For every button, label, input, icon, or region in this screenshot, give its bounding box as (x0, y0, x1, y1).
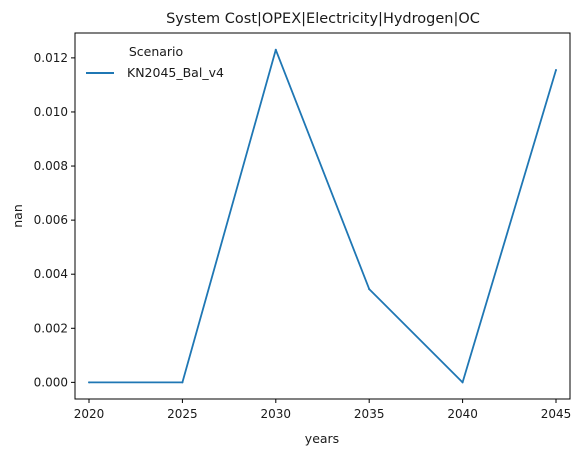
series-layer (88, 48, 557, 384)
data-point (461, 381, 464, 384)
y-tick-label: 0.008 (34, 159, 68, 173)
legend: Scenario KN2045_Bal_v4 (86, 44, 224, 80)
y-tick-label: 0.004 (34, 267, 68, 281)
x-axis-label: years (305, 431, 339, 446)
y-tick-label: 0.012 (34, 51, 68, 65)
data-point (181, 381, 184, 384)
y-tick-label: 0.002 (34, 321, 68, 335)
x-tick-label: 2020 (74, 407, 105, 421)
y-axis: 0.000 0.002 0.004 0.006 0.008 0.010 0.012 (34, 51, 75, 389)
x-tick-label: 2040 (447, 407, 478, 421)
x-tick-label: 2035 (354, 407, 385, 421)
y-tick-label: 0.010 (34, 105, 68, 119)
data-point (88, 381, 91, 384)
series-line (89, 48, 557, 384)
x-tick-label: 2025 (167, 407, 198, 421)
y-tick-label: 0.006 (34, 213, 68, 227)
plot-frame (74, 32, 571, 400)
data-point (554, 69, 557, 72)
x-tick-label: 2030 (261, 407, 292, 421)
legend-entry-label: KN2045_Bal_v4 (127, 65, 224, 80)
chart-title: System Cost|OPEX|Electricity|Hydrogen|OC (166, 11, 480, 27)
x-tick-label: 2045 (541, 407, 572, 421)
y-tick-label: 0.000 (34, 375, 68, 389)
data-point (368, 288, 371, 291)
y-axis-label: nan (10, 204, 25, 228)
x-axis: 2020 2025 2030 2035 2040 2045 (74, 399, 572, 421)
data-point (274, 48, 277, 51)
legend-title: Scenario (129, 44, 183, 59)
